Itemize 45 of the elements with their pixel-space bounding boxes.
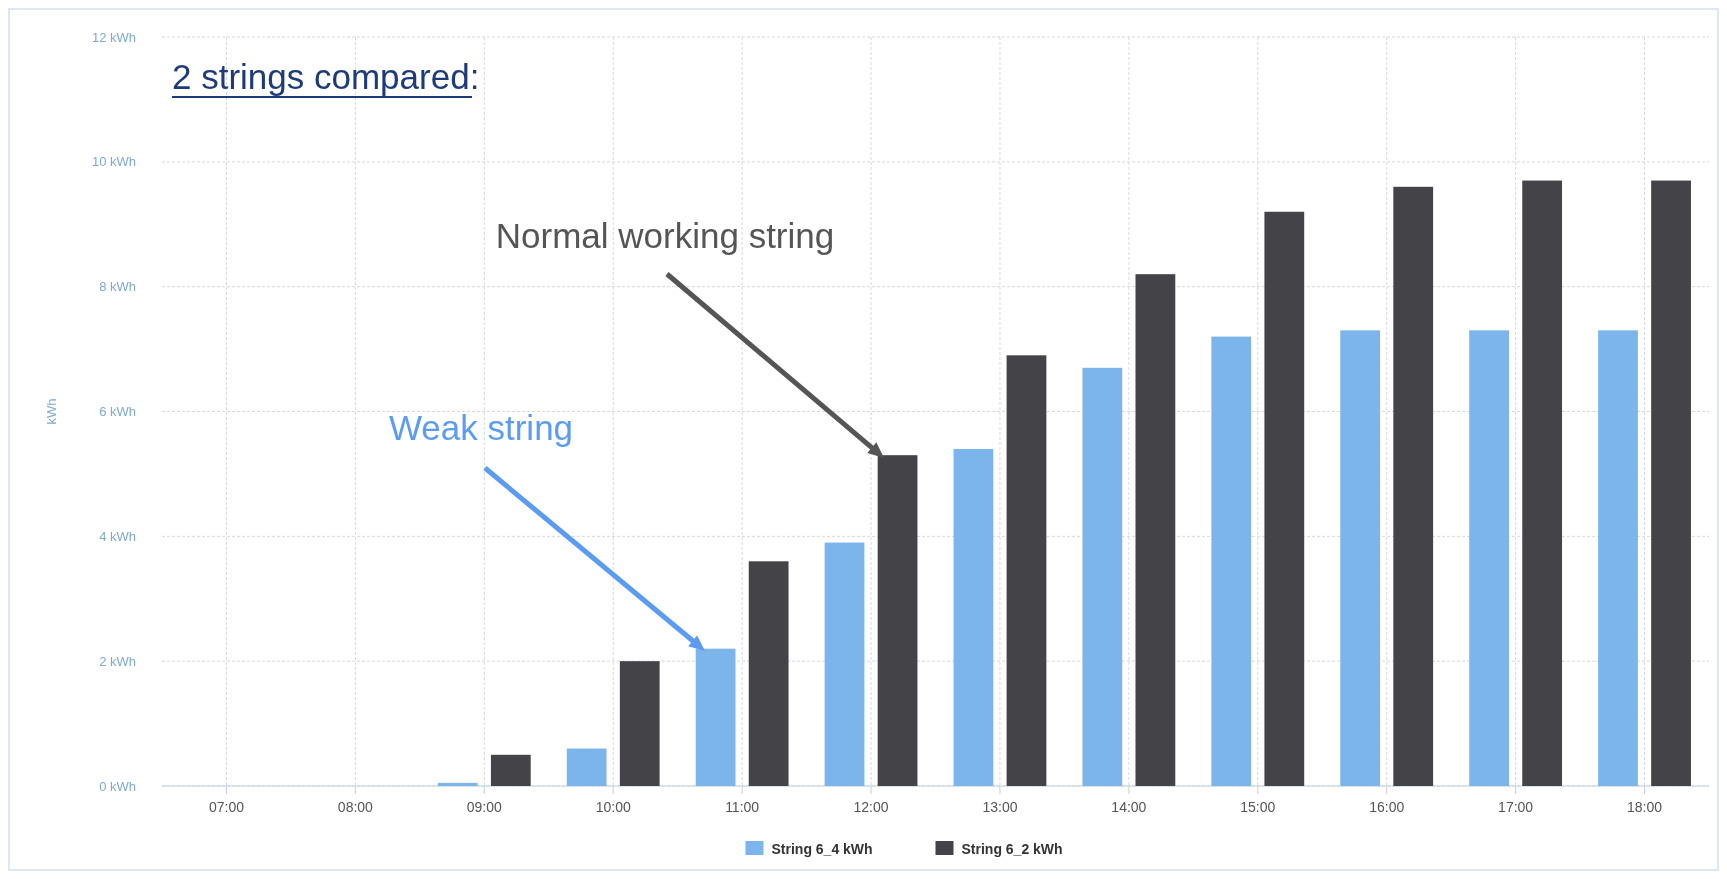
text: 2 strings compared: <box>172 57 480 96</box>
bar <box>1211 336 1252 786</box>
y-tick-label: 2 kWh <box>99 653 136 669</box>
x-tick-label: 14:00 <box>1111 799 1147 815</box>
bar <box>437 782 478 786</box>
bar <box>1082 367 1123 786</box>
y-tick-label: 10 kWh <box>91 154 136 170</box>
bar <box>1135 274 1176 786</box>
bar <box>1264 211 1305 786</box>
x-tick-label: 16:00 <box>1369 799 1405 815</box>
y-tick-label: 12 kWh <box>91 29 136 45</box>
annotation: Normal working string <box>495 216 835 255</box>
bar <box>748 561 789 786</box>
bar <box>1598 330 1638 786</box>
y-tick-label: 4 kWh <box>99 528 136 544</box>
x-tick-label: 13:00 <box>982 799 1018 815</box>
bar <box>1522 180 1563 786</box>
x-tick-label: 09:00 <box>466 799 503 815</box>
bar <box>1006 355 1047 786</box>
x-tick-label: 07:00 <box>208 799 245 815</box>
bar <box>1393 186 1434 786</box>
y-axis-title: kWh <box>44 398 59 425</box>
x-tick-label: 17:00 <box>1498 799 1534 815</box>
bar <box>566 748 607 786</box>
bar <box>695 648 736 786</box>
legend-label: String 6_4 kWh <box>771 840 873 857</box>
legend-label: String 6_2 kWh <box>961 840 1063 857</box>
x-tick-label: 18:00 <box>1627 799 1663 815</box>
x-tick-label: 08:00 <box>337 799 374 815</box>
x-tick-label: 10:00 <box>595 799 631 815</box>
bar <box>953 448 994 786</box>
y-tick-label: 6 kWh <box>99 404 136 420</box>
x-tick-label: 12:00 <box>853 799 889 815</box>
y-tick-label: 0 kWh <box>99 778 136 794</box>
bar <box>619 661 660 786</box>
bar <box>490 754 531 786</box>
x-tick-label: 11:00 <box>725 799 760 815</box>
annotation: Weak string <box>388 408 574 447</box>
bar <box>1469 330 1509 786</box>
bar <box>1340 330 1381 786</box>
bar <box>877 455 918 786</box>
bar <box>824 542 865 786</box>
y-tick-label: 8 kWh <box>99 279 136 295</box>
bar <box>1651 180 1691 786</box>
x-tick-label: 15:00 <box>1240 799 1276 815</box>
